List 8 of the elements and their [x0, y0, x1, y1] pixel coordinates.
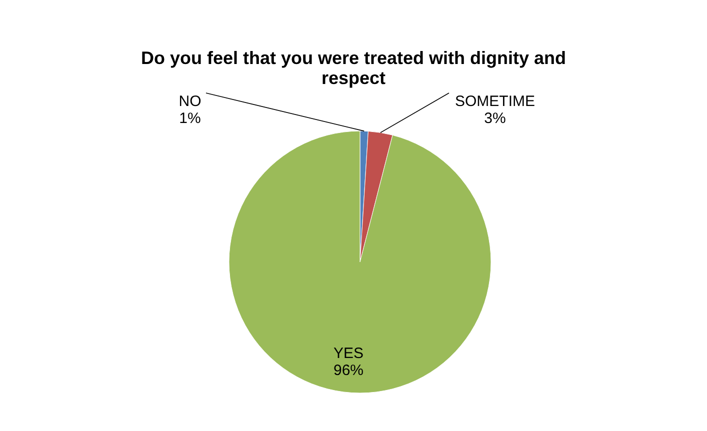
- slice-label: NO: [178, 93, 202, 110]
- chart-title: Do you feel that you were treated with dignity and respect: [140, 48, 566, 88]
- data-label: 3%: [484, 110, 506, 127]
- slice-label: YES: [334, 344, 364, 362]
- pie-slice: [228, 130, 492, 393]
- data-label: 96%: [333, 362, 364, 379]
- slice-label: SOMETIME: [454, 93, 536, 110]
- data-label: 1%: [179, 110, 201, 127]
